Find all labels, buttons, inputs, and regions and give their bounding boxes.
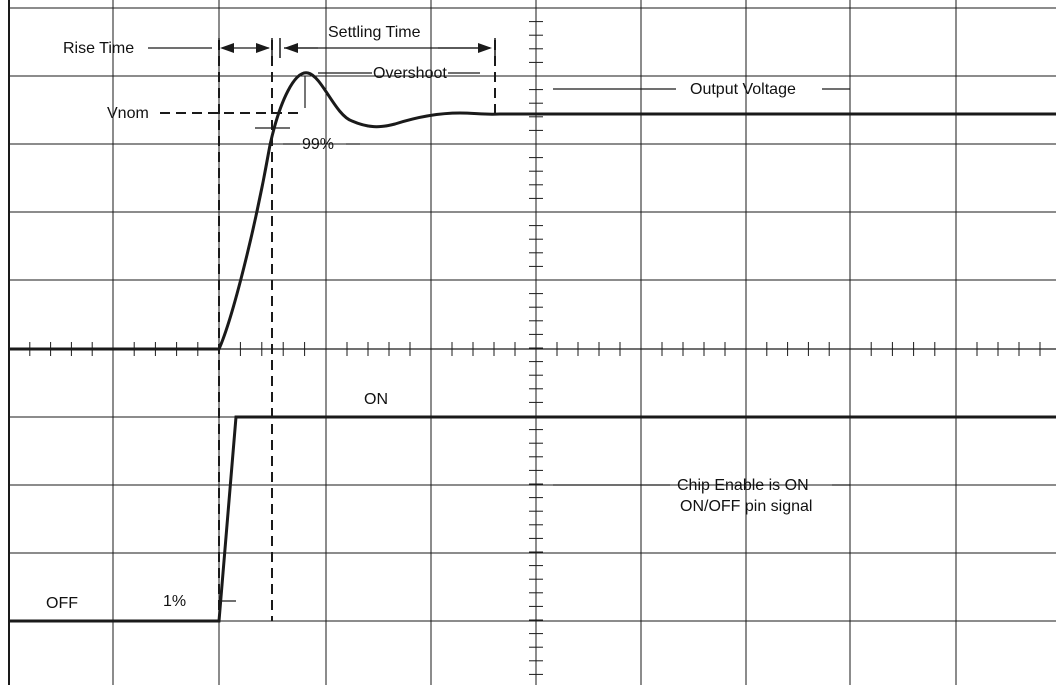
arrow-heads <box>220 43 492 53</box>
overshoot-label: Overshoot <box>373 65 447 82</box>
off-label: OFF <box>46 595 78 612</box>
settle-right-arrowhead <box>478 43 492 53</box>
settling-time-label: Settling Time <box>328 24 421 41</box>
dashed-markers <box>160 40 496 621</box>
chip-enable-trace <box>9 415 1056 623</box>
chip-enable-label-line1: Chip Enable is ON <box>677 477 809 494</box>
pct99-label: 99% <box>302 136 334 153</box>
vnom-label: Vnom <box>107 105 149 122</box>
pct1-label: 1% <box>163 593 186 610</box>
on-label: ON <box>364 391 388 408</box>
settle-left-arrowhead <box>284 43 298 53</box>
rise-time-label: Rise Time <box>63 40 134 57</box>
output-voltage-trace <box>9 71 1056 351</box>
chip-enable-label-line2: ON/OFF pin signal <box>680 498 812 515</box>
annotation-lines <box>148 47 850 602</box>
output-voltage-label: Output Voltage <box>690 81 796 98</box>
rise-right-arrowhead <box>256 43 270 53</box>
grid-vertical-lines <box>8 0 957 685</box>
marker-caps <box>218 38 496 58</box>
vertical-axis-ticks <box>529 7 543 675</box>
grid-horizontal-lines <box>9 7 1056 622</box>
rise-left-arrowhead <box>220 43 234 53</box>
